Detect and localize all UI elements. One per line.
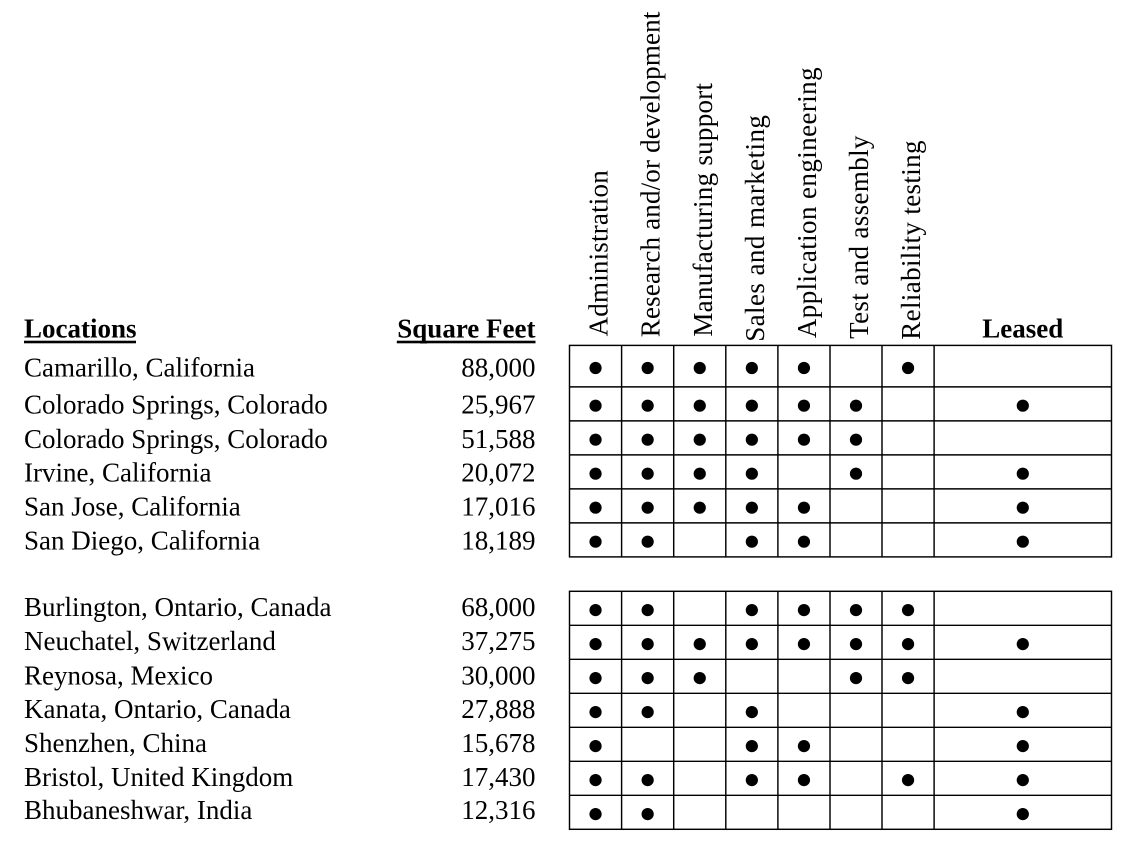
svg-text:Manufacturing support: Manufacturing support <box>688 83 718 337</box>
svg-text:Irvine, California: Irvine, California <box>24 458 211 488</box>
svg-text:Shenzhen, China: Shenzhen, China <box>24 728 207 758</box>
svg-text:12,316: 12,316 <box>461 795 535 825</box>
svg-text:15,678: 15,678 <box>461 728 535 758</box>
svg-text:17,430: 17,430 <box>461 762 535 792</box>
svg-text:88,000: 88,000 <box>461 352 535 382</box>
svg-text:Application engineering: Application engineering <box>792 67 822 338</box>
svg-text:Burlington, Ontario, Canada: Burlington, Ontario, Canada <box>24 592 331 622</box>
svg-text:25,967: 25,967 <box>461 390 535 420</box>
svg-text:Camarillo, California: Camarillo, California <box>24 352 255 382</box>
svg-text:Reynosa, Mexico: Reynosa, Mexico <box>24 661 213 691</box>
svg-text:Colorado Springs, Colorado: Colorado Springs, Colorado <box>24 424 328 454</box>
svg-text:San Jose, California: San Jose, California <box>24 491 241 521</box>
svg-text:20,072: 20,072 <box>461 458 535 488</box>
svg-text:68,000: 68,000 <box>461 592 535 622</box>
svg-text:Bhubaneshwar, India: Bhubaneshwar, India <box>24 795 252 825</box>
svg-text:30,000: 30,000 <box>461 661 535 691</box>
svg-text:27,888: 27,888 <box>461 694 535 724</box>
svg-text:Bristol, United Kingdom: Bristol, United Kingdom <box>24 762 293 792</box>
svg-text:Sales and marketing: Sales and marketing <box>740 115 770 342</box>
svg-text:Kanata, Ontario, Canada: Kanata, Ontario, Canada <box>24 694 291 724</box>
svg-text:37,275: 37,275 <box>461 626 535 656</box>
svg-text:18,189: 18,189 <box>461 526 535 556</box>
svg-text:17,016: 17,016 <box>461 491 535 521</box>
svg-text:Colorado Springs, Colorado: Colorado Springs, Colorado <box>24 390 328 420</box>
svg-text:Locations: Locations <box>24 314 137 344</box>
svg-text:Leased: Leased <box>982 314 1063 344</box>
svg-text:Square Feet: Square Feet <box>397 314 535 344</box>
svg-text:Administration: Administration <box>584 170 614 337</box>
svg-text:Test and assembly: Test and assembly <box>844 135 874 339</box>
svg-text:Research and/or development: Research and/or development <box>636 11 666 337</box>
svg-text:San Diego, California: San Diego, California <box>24 526 260 556</box>
svg-text:Reliability testing: Reliability testing <box>896 140 926 340</box>
svg-text:Neuchatel, Switzerland: Neuchatel, Switzerland <box>24 626 276 656</box>
svg-text:51,588: 51,588 <box>461 424 535 454</box>
